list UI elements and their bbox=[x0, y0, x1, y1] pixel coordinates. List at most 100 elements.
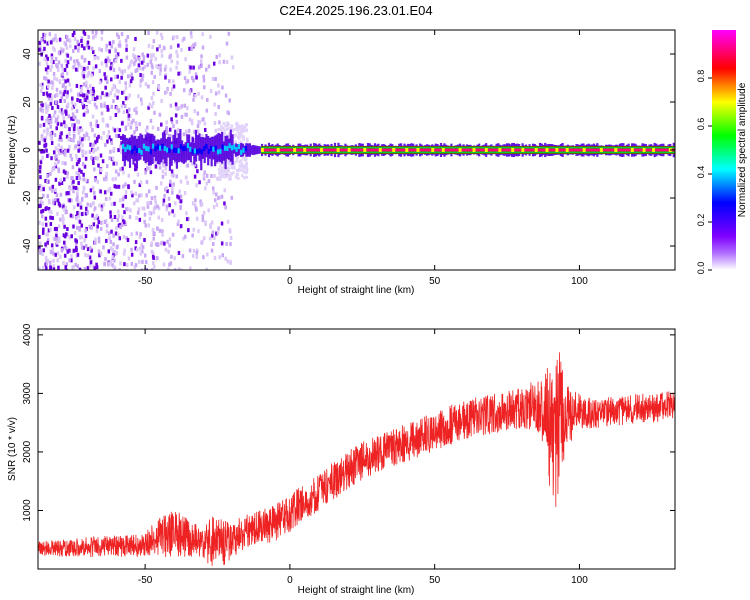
spectrogram-noise-cell bbox=[147, 105, 150, 110]
spectrogram-noise-cell bbox=[49, 266, 53, 270]
spectrogram-noise-cell bbox=[45, 54, 48, 59]
spectrogram-noise-cell bbox=[177, 250, 181, 255]
spectrogram-noise-cell bbox=[119, 261, 122, 266]
spectrogram-noise-cell bbox=[74, 102, 77, 107]
spectrogram-noise-cell bbox=[215, 202, 219, 207]
spectrogram-noise-cell bbox=[104, 76, 107, 81]
spectrogram-noise-cell bbox=[241, 174, 244, 178]
spectrogram-noise-cell bbox=[218, 120, 221, 125]
snr-y-tick-label: 4000 bbox=[22, 323, 33, 346]
spectrogram-noise-cell bbox=[177, 71, 180, 76]
spectrogram-noise-cell bbox=[89, 142, 92, 147]
spectrogram-noise-cell bbox=[78, 235, 82, 240]
spectrogram-noise-cell bbox=[46, 240, 49, 245]
spectrogram-noise-cell bbox=[228, 228, 232, 233]
spectrogram-noise-cell bbox=[50, 243, 54, 248]
spectrogram-noise-cell bbox=[76, 210, 79, 215]
spectrogram-noise-cell bbox=[60, 137, 63, 142]
spectrogram-noise-cell bbox=[132, 53, 135, 58]
spectrogram-noise-cell bbox=[49, 119, 53, 124]
spectrogram-noise-cell bbox=[97, 249, 101, 254]
spectrogram-noise-cell bbox=[135, 127, 138, 132]
spectrogram-noise-cell bbox=[88, 255, 92, 260]
spectrogram-noise-cell bbox=[76, 92, 80, 97]
spectrogram-band-cell bbox=[201, 137, 205, 159]
spectrogram-noise-cell bbox=[86, 202, 89, 207]
spectrogram-noise-cell bbox=[96, 124, 100, 129]
spectrogram-noise-cell bbox=[225, 241, 228, 246]
spectrogram-noise-cell bbox=[115, 161, 118, 166]
spectrogram-noise-cell bbox=[54, 100, 58, 105]
spectrogram-noise-cell bbox=[164, 247, 168, 252]
spectrogram-noise-cell bbox=[57, 50, 61, 55]
spectrogram-band-cell bbox=[153, 135, 156, 158]
spectrogram-noise-cell bbox=[113, 128, 117, 133]
spectrogram-noise-cell bbox=[41, 230, 45, 235]
spectrogram-noise-cell bbox=[90, 248, 93, 253]
spectrogram-noise-cell bbox=[213, 235, 216, 240]
spectrogram-noise-cell bbox=[232, 171, 235, 175]
spectrogram-noise-cell bbox=[80, 127, 84, 132]
spectrogram-noise-cell bbox=[212, 190, 215, 195]
spectrogram-noise-cell bbox=[246, 137, 249, 141]
spectrogram-noise-cell bbox=[100, 48, 103, 53]
spectrogram-noise-cell bbox=[117, 108, 121, 113]
spectrogram-noise-cell bbox=[86, 253, 90, 258]
spectrogram-noise-cell bbox=[53, 76, 56, 81]
spectrogram-noise-cell bbox=[78, 211, 82, 216]
spectrogram-line-spot bbox=[431, 148, 435, 152]
spectrogram-noise-cell bbox=[66, 78, 70, 83]
spectrogram-noise-cell bbox=[104, 196, 108, 201]
spectrogram-noise-cell bbox=[149, 53, 153, 58]
spectrogram-band-cell bbox=[189, 142, 192, 163]
spectrogram-line-spot bbox=[511, 148, 515, 152]
spectrogram-noise-cell bbox=[41, 222, 44, 227]
spectrogram-noise-cell bbox=[76, 119, 80, 124]
spectrogram-noise-cell bbox=[148, 210, 151, 215]
spectrogram-noise-cell bbox=[77, 214, 81, 219]
spectrogram-noise-cell bbox=[56, 251, 60, 256]
spectrogram-noise-cell bbox=[40, 37, 43, 42]
spectrogram-noise-cell bbox=[201, 239, 204, 244]
spectrogram-noise-cell bbox=[69, 186, 72, 191]
spectrogram-noise-cell bbox=[55, 237, 59, 242]
spectrogram-line-spot bbox=[276, 148, 280, 152]
spectrogram-noise-cell bbox=[38, 40, 42, 45]
spectrogram-noise-cell bbox=[114, 169, 118, 174]
spectrogram-noise-cell bbox=[123, 220, 126, 225]
spectrogram-noise-cell bbox=[90, 225, 93, 230]
spectrogram-noise-cell bbox=[109, 66, 112, 71]
spectrogram-noise-cell bbox=[197, 65, 201, 70]
spectrogram-band-cell bbox=[229, 129, 232, 162]
spectrogram-noise-cell bbox=[76, 195, 79, 200]
spectrogram-noise-cell bbox=[201, 133, 204, 138]
spectrogram-noise-cell bbox=[53, 201, 57, 206]
spectrogram-noise-cell bbox=[95, 213, 99, 218]
spectrogram-noise-cell bbox=[92, 142, 95, 147]
spectrogram-noise-cell bbox=[108, 156, 111, 161]
spectrogram-noise-cell bbox=[238, 135, 242, 139]
spectrogram-noise-cell bbox=[118, 236, 122, 241]
spectrogram-noise-cell bbox=[126, 238, 130, 243]
spectrogram-noise-cell bbox=[174, 102, 178, 107]
spectrogram-core-cell bbox=[205, 143, 208, 149]
spectrogram-noise-cell bbox=[107, 188, 110, 193]
spectrogram-noise-cell bbox=[205, 67, 208, 72]
spectrogram-band-cell bbox=[175, 137, 179, 169]
spectrogram-noise-cell bbox=[137, 259, 141, 264]
spectrogram-noise-cell bbox=[150, 56, 153, 61]
spectrogram-x-tick-label: 0 bbox=[287, 276, 293, 287]
spectrogram-noise-cell bbox=[110, 217, 114, 222]
spectrogram-noise-cell bbox=[173, 268, 177, 270]
spectrogram-noise-cell bbox=[77, 159, 80, 164]
spectrogram-core-cell bbox=[147, 146, 150, 152]
spectrogram-core-cell bbox=[142, 143, 146, 149]
spectrogram-noise-cell bbox=[38, 186, 41, 191]
spectrogram-noise-cell bbox=[124, 125, 128, 130]
spectrogram-noise-cell bbox=[179, 204, 182, 209]
spectrogram-noise-cell bbox=[115, 88, 119, 93]
spectrogram-noise-cell bbox=[177, 43, 180, 48]
spectrogram-noise-cell bbox=[73, 231, 77, 236]
spectrogram-noise-cell bbox=[156, 242, 160, 247]
spectrogram-band-cell bbox=[158, 139, 161, 165]
